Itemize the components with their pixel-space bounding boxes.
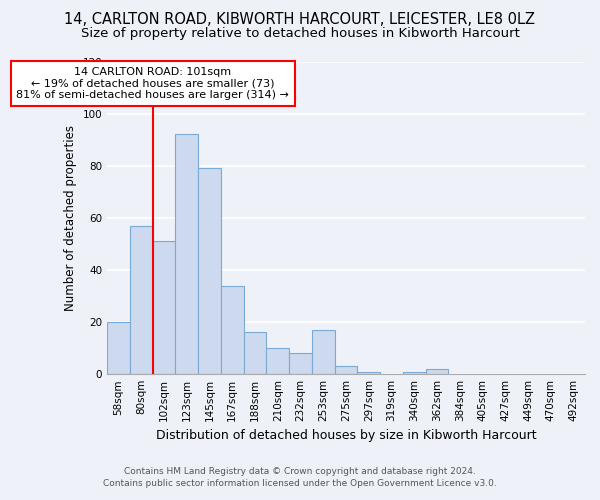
Text: Contains public sector information licensed under the Open Government Licence v3: Contains public sector information licen… (103, 478, 497, 488)
Bar (244, 332, 266, 374)
Text: 14 CARLTON ROAD: 101sqm
← 19% of detached houses are smaller (73)
81% of semi-de: 14 CARLTON ROAD: 101sqm ← 19% of detache… (16, 67, 289, 100)
Bar (221, 286, 244, 374)
Text: Contains HM Land Registry data © Crown copyright and database right 2024.: Contains HM Land Registry data © Crown c… (124, 467, 476, 476)
X-axis label: Distribution of detached houses by size in Kibworth Harcourt: Distribution of detached houses by size … (156, 430, 536, 442)
Y-axis label: Number of detached properties: Number of detached properties (64, 125, 77, 311)
Text: Size of property relative to detached houses in Kibworth Harcourt: Size of property relative to detached ho… (80, 28, 520, 40)
Bar (175, 134, 198, 374)
Bar (403, 372, 426, 374)
Bar (358, 372, 380, 374)
Bar (130, 226, 152, 374)
Bar (312, 330, 335, 374)
Bar (289, 354, 312, 374)
Bar (266, 348, 289, 374)
Bar (152, 242, 175, 374)
Bar (426, 369, 448, 374)
Text: 14, CARLTON ROAD, KIBWORTH HARCOURT, LEICESTER, LE8 0LZ: 14, CARLTON ROAD, KIBWORTH HARCOURT, LEI… (65, 12, 536, 28)
Bar (335, 366, 358, 374)
Bar (107, 322, 130, 374)
Bar (198, 168, 221, 374)
